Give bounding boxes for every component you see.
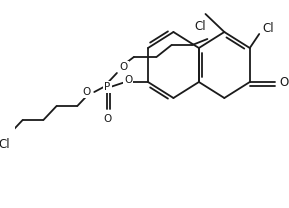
- Text: O: O: [119, 62, 128, 72]
- Text: Cl: Cl: [263, 21, 275, 35]
- Text: O: O: [83, 87, 91, 97]
- Text: Cl: Cl: [194, 21, 206, 33]
- Text: O: O: [124, 75, 132, 85]
- Text: Cl: Cl: [0, 137, 10, 151]
- Text: O: O: [103, 114, 112, 124]
- Text: P: P: [104, 82, 111, 92]
- Text: O: O: [279, 76, 288, 88]
